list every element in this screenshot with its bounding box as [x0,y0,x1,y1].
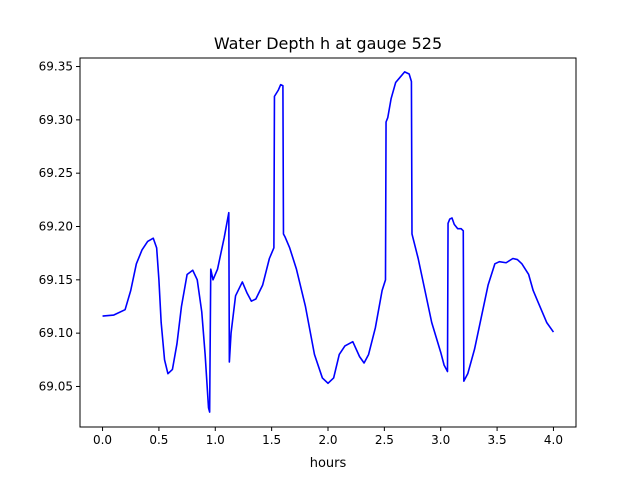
x-tick-label: 1.5 [262,433,281,447]
y-tick-label: 69.15 [39,273,73,287]
y-tick-label: 69.05 [39,379,73,393]
y-tick-label: 69.25 [39,166,73,180]
x-tick-label: 1.0 [206,433,225,447]
y-axis-ticks: 69.05 69.10 69.15 69.20 69.25 69.30 69.35 [39,60,80,393]
x-tick-label: 2.5 [375,433,394,447]
y-tick-label: 69.30 [39,113,73,127]
y-tick-label: 69.10 [39,326,73,340]
series-line-0 [102,71,555,413]
x-tick-label: 2.0 [318,433,337,447]
y-tick-label: 69.35 [39,60,73,74]
series-layer [102,71,555,413]
x-tick-label: 4.0 [544,433,563,447]
x-axis-ticks: 0.0 0.5 1.0 1.5 2.0 2.5 3.0 3.5 4.0 [93,427,563,447]
plot-area [80,58,576,427]
chart-title: Water Depth h at gauge 525 [214,34,442,53]
x-tick-label: 3.5 [488,433,507,447]
x-tick-label: 0.5 [149,433,168,447]
x-tick-label: 3.0 [431,433,450,447]
x-tick-label: 0.0 [93,433,112,447]
x-axis-label: hours [310,456,347,471]
y-tick-label: 69.20 [39,220,73,234]
